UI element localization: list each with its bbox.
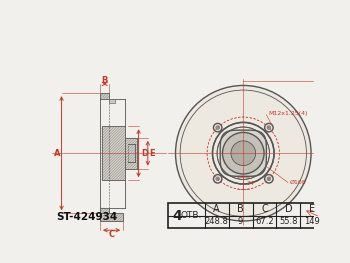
Circle shape <box>223 133 264 174</box>
Text: B: B <box>102 75 108 85</box>
Text: A: A <box>214 204 220 214</box>
Text: 24: 24 <box>246 181 254 186</box>
Polygon shape <box>100 213 123 221</box>
Text: 55.8: 55.8 <box>279 217 297 226</box>
Text: M12x1.25(4): M12x1.25(4) <box>268 111 307 116</box>
Polygon shape <box>100 208 109 213</box>
Circle shape <box>216 177 219 181</box>
Polygon shape <box>102 126 126 180</box>
Circle shape <box>214 175 222 183</box>
Circle shape <box>265 175 273 183</box>
Text: B: B <box>237 204 244 214</box>
Circle shape <box>175 85 311 221</box>
Text: E: E <box>149 149 155 158</box>
Text: C: C <box>261 204 268 214</box>
Text: 149: 149 <box>304 217 320 226</box>
Circle shape <box>267 126 271 130</box>
Text: C: C <box>108 230 115 239</box>
Polygon shape <box>220 130 266 176</box>
Text: 67.2: 67.2 <box>255 217 274 226</box>
Text: D: D <box>141 149 148 158</box>
Polygon shape <box>108 99 115 103</box>
Circle shape <box>267 177 271 181</box>
Bar <box>168 203 324 228</box>
Text: Ø108: Ø108 <box>289 180 306 185</box>
Text: 9: 9 <box>238 217 243 226</box>
Circle shape <box>231 141 255 165</box>
Text: 4: 4 <box>173 209 182 222</box>
Text: ОТВ.: ОТВ. <box>180 211 202 220</box>
Text: D: D <box>285 204 292 214</box>
Text: ST-424934: ST-424934 <box>56 212 118 222</box>
Polygon shape <box>100 93 109 99</box>
Circle shape <box>214 123 222 132</box>
Polygon shape <box>126 138 137 169</box>
Circle shape <box>265 123 273 132</box>
Text: E: E <box>309 204 315 214</box>
Text: A: A <box>54 149 60 158</box>
Text: 248.8: 248.8 <box>205 217 229 226</box>
Circle shape <box>216 126 219 130</box>
